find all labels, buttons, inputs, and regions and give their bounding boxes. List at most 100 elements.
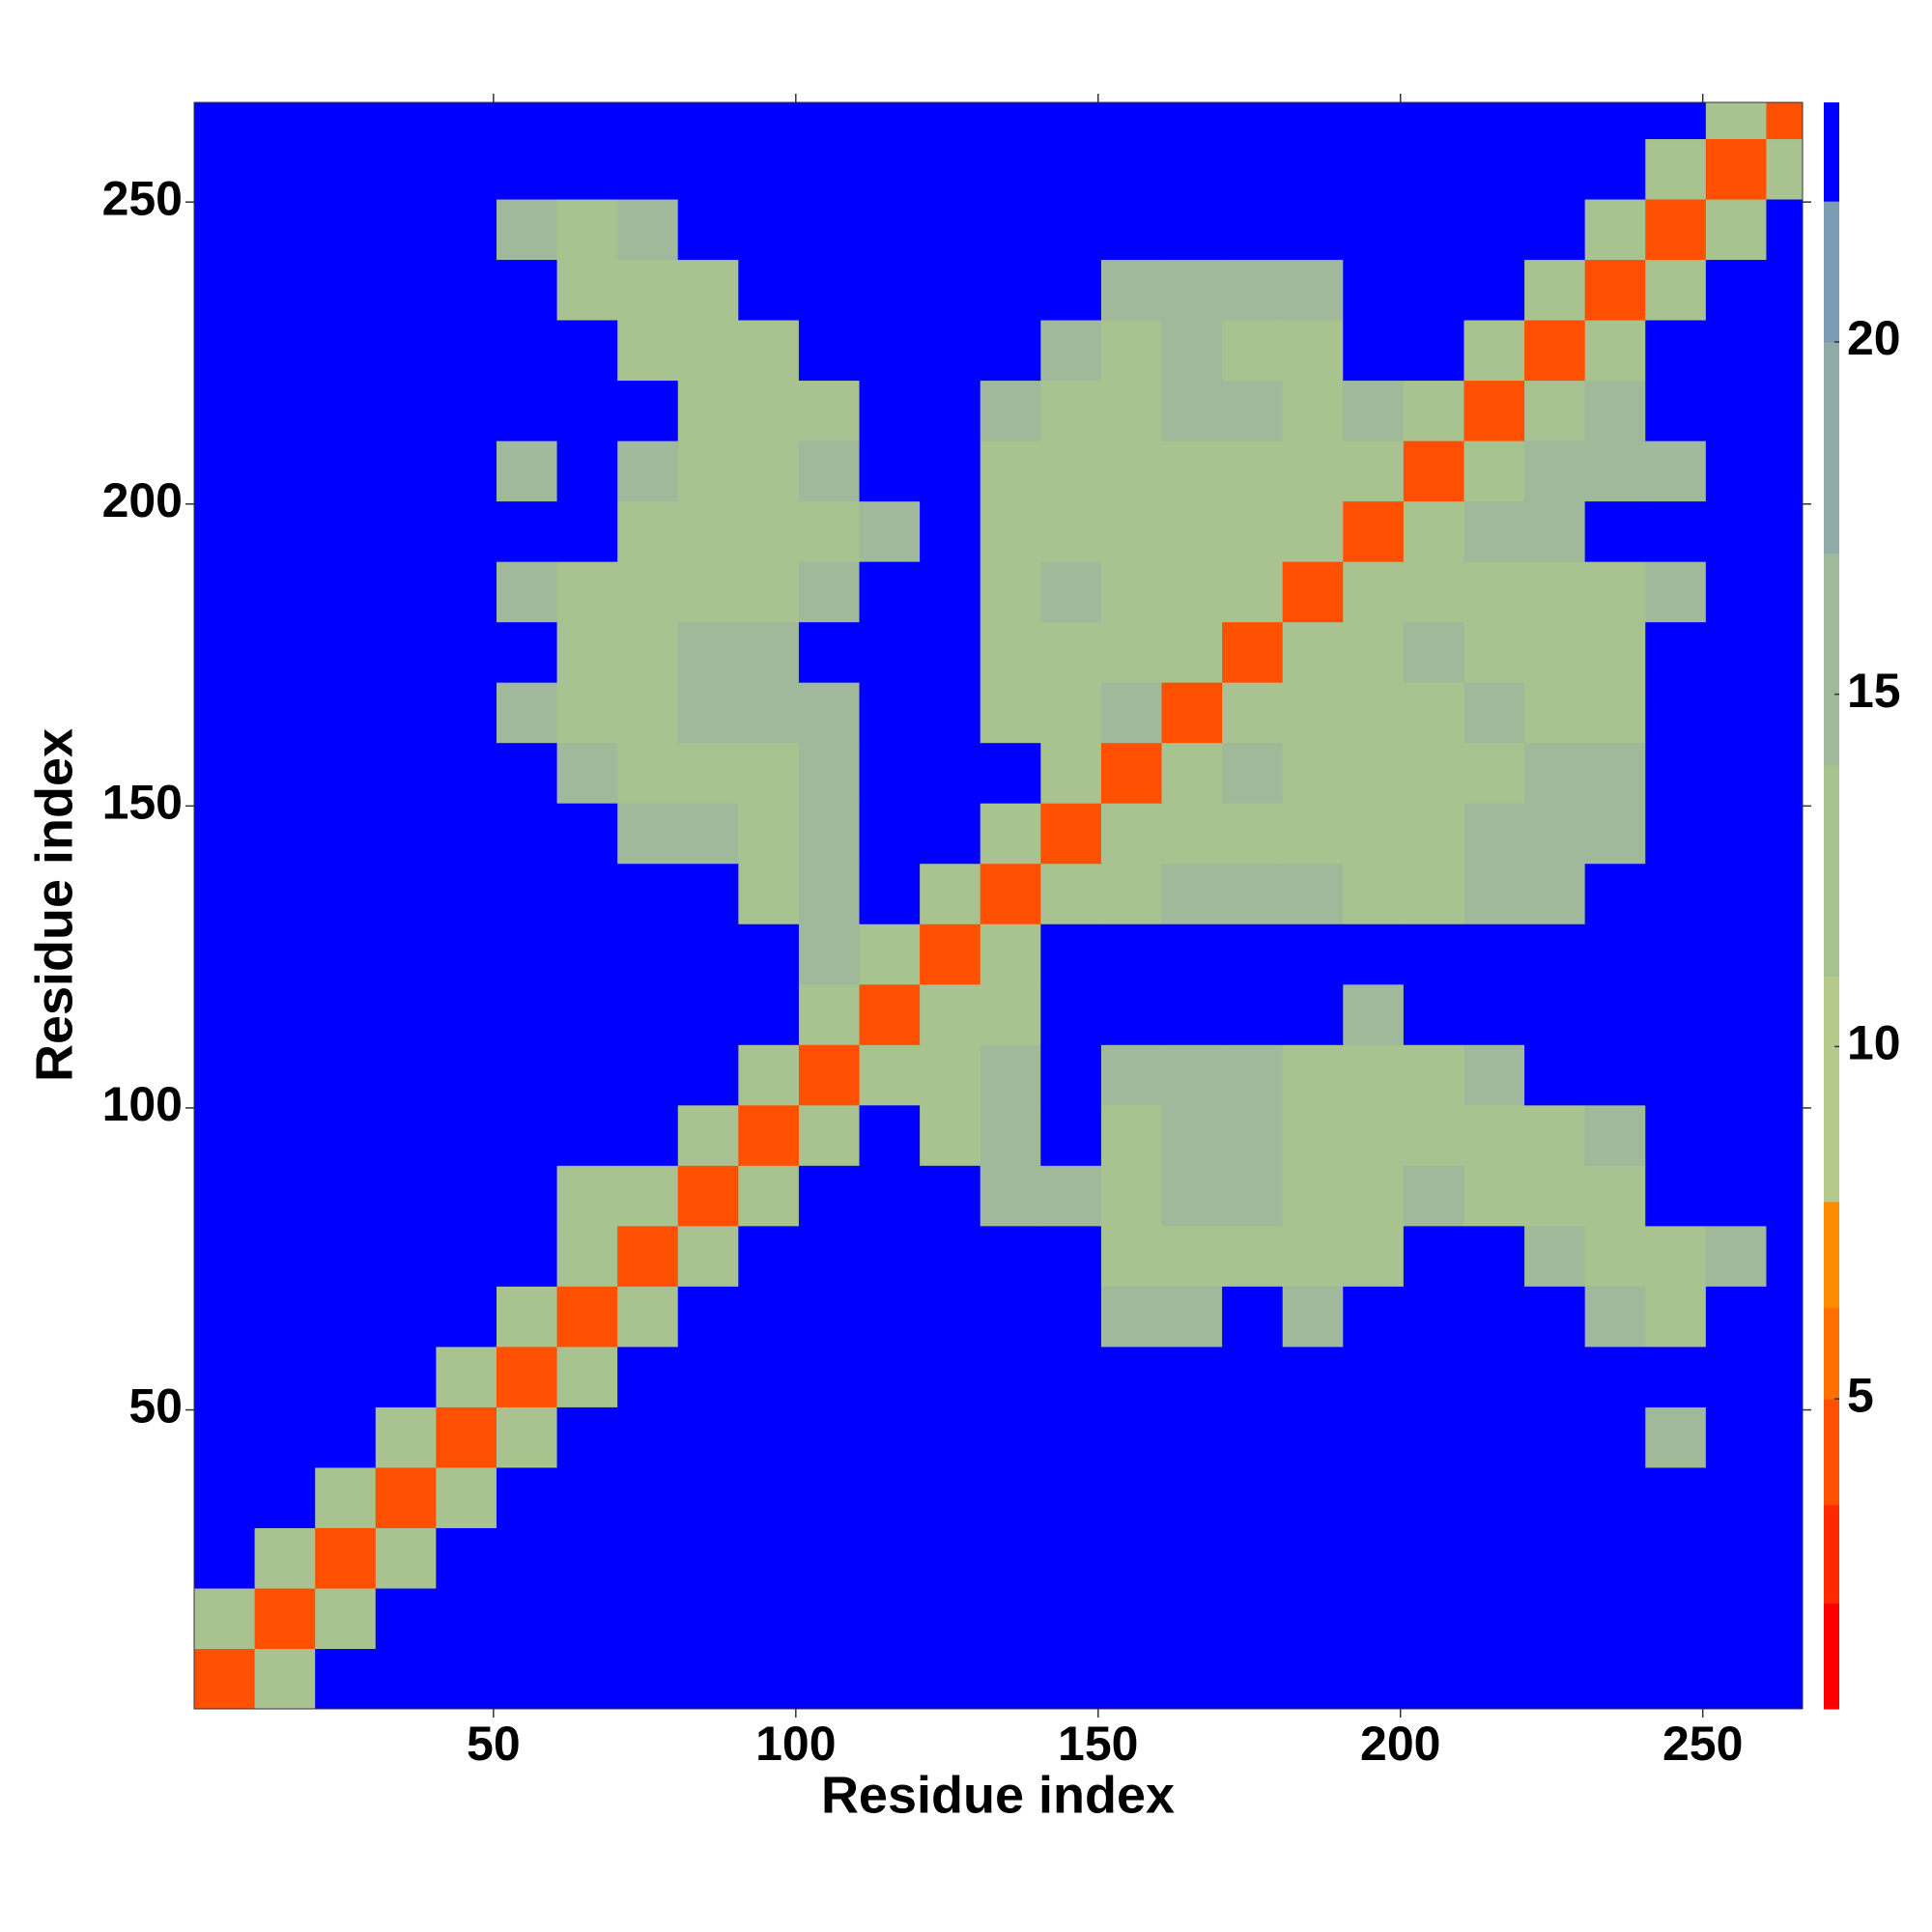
heat-cell <box>798 863 861 924</box>
heat-cell <box>980 500 1041 562</box>
heat-cell <box>1222 440 1284 502</box>
heat-cell <box>738 199 800 261</box>
heat-cell <box>1040 682 1102 744</box>
heat-cell <box>798 682 861 744</box>
heat-cell <box>375 1466 437 1528</box>
heat-cell <box>1645 1104 1707 1166</box>
heat-cell <box>1524 682 1586 744</box>
heat-cell <box>1100 803 1163 865</box>
heat-cell <box>859 561 921 623</box>
heat-cell <box>920 1165 981 1227</box>
heat-cell <box>798 440 861 502</box>
heat-cell <box>980 1466 1041 1528</box>
heat-cell <box>375 1587 437 1649</box>
heat-cell <box>1161 1225 1223 1287</box>
heat-cell <box>1524 320 1586 382</box>
heat-cell <box>1282 1286 1344 1348</box>
heat-cell <box>677 742 739 804</box>
heat-cell <box>1040 500 1102 562</box>
heat-cell <box>1343 1225 1405 1287</box>
heat-cell <box>1343 621 1405 683</box>
heat-cell <box>1766 138 1804 200</box>
colorbar-band <box>1824 341 1839 554</box>
heat-cell <box>254 1044 316 1106</box>
heat-cell <box>920 561 981 623</box>
heat-cell <box>254 500 316 562</box>
heat-cell <box>617 440 679 502</box>
y-tick-label: 250 <box>102 171 183 225</box>
heat-cell <box>1282 1225 1344 1287</box>
heat-cell <box>1100 1225 1163 1287</box>
heat-cell <box>738 983 800 1045</box>
heat-cell <box>677 803 739 865</box>
heat-cell <box>254 1527 316 1589</box>
heat-cell <box>1766 742 1804 804</box>
x-tick-label: 200 <box>1360 1717 1440 1771</box>
heat-cell <box>1282 102 1344 140</box>
heat-cell <box>375 102 437 140</box>
heat-cell <box>496 320 558 382</box>
heat-cell <box>375 1044 437 1106</box>
heat-cell <box>1222 1648 1284 1710</box>
heat-cell <box>738 923 800 985</box>
heat-cell <box>1403 1648 1464 1710</box>
heat-cell <box>254 1466 316 1528</box>
heat-cell <box>1766 1286 1804 1348</box>
heat-cell <box>738 1406 800 1468</box>
heat-cell <box>617 1466 679 1528</box>
heat-cell <box>1645 1406 1707 1468</box>
heat-cell <box>1524 1587 1586 1649</box>
heat-cell <box>677 1165 739 1227</box>
heat-cell <box>1705 1527 1767 1589</box>
heat-cell <box>1403 1044 1464 1106</box>
heat-cell <box>920 1406 981 1468</box>
heat-cell <box>1222 682 1284 744</box>
heat-cell <box>436 983 497 1045</box>
heat-cell <box>436 1466 497 1528</box>
heat-cell <box>1403 320 1464 382</box>
heat-cell <box>738 1587 800 1649</box>
x-tick-label: 100 <box>755 1717 836 1771</box>
heat-cell <box>980 1286 1041 1348</box>
heat-cell <box>1584 1104 1646 1166</box>
heat-cell <box>859 320 921 382</box>
heat-cell <box>1222 923 1284 985</box>
heat-cell <box>1463 102 1525 140</box>
heat-cell <box>315 923 377 985</box>
colorbar-band <box>1824 1307 1839 1400</box>
x-tick-label: 250 <box>1662 1717 1743 1771</box>
heat-cell <box>315 1527 377 1589</box>
heat-cell <box>1524 259 1586 321</box>
heat-cell <box>1100 923 1163 985</box>
heat-cell <box>436 1346 497 1407</box>
heat-cell <box>1343 1346 1405 1407</box>
heat-cell <box>1161 803 1223 865</box>
heat-cell <box>254 983 316 1045</box>
heat-cell <box>556 1527 618 1589</box>
heat-cell <box>254 1648 316 1710</box>
heat-cell <box>1524 500 1586 562</box>
heat-cell <box>1222 102 1284 140</box>
heat-cell <box>1463 561 1525 623</box>
heat-cell <box>556 682 618 744</box>
heat-cell <box>315 1165 377 1227</box>
heat-cell <box>194 1466 256 1528</box>
heat-cell <box>496 138 558 200</box>
heat-cell <box>496 380 558 441</box>
y-axis-title: Residue index <box>25 728 83 1082</box>
heat-cell <box>1584 199 1646 261</box>
heat-cell <box>194 621 256 683</box>
heat-cell <box>677 621 739 683</box>
heat-cell <box>980 742 1041 804</box>
heat-cell <box>375 621 437 683</box>
heat-cell <box>1524 1346 1586 1407</box>
heat-cell <box>859 138 921 200</box>
heat-cell <box>1584 742 1646 804</box>
heat-cell <box>1584 1346 1646 1407</box>
heat-cell <box>1705 561 1767 623</box>
colorbar-band <box>1824 1504 1839 1605</box>
heat-cell <box>1524 923 1586 985</box>
heat-cell <box>1766 1466 1804 1528</box>
heat-cell <box>1766 1527 1804 1589</box>
